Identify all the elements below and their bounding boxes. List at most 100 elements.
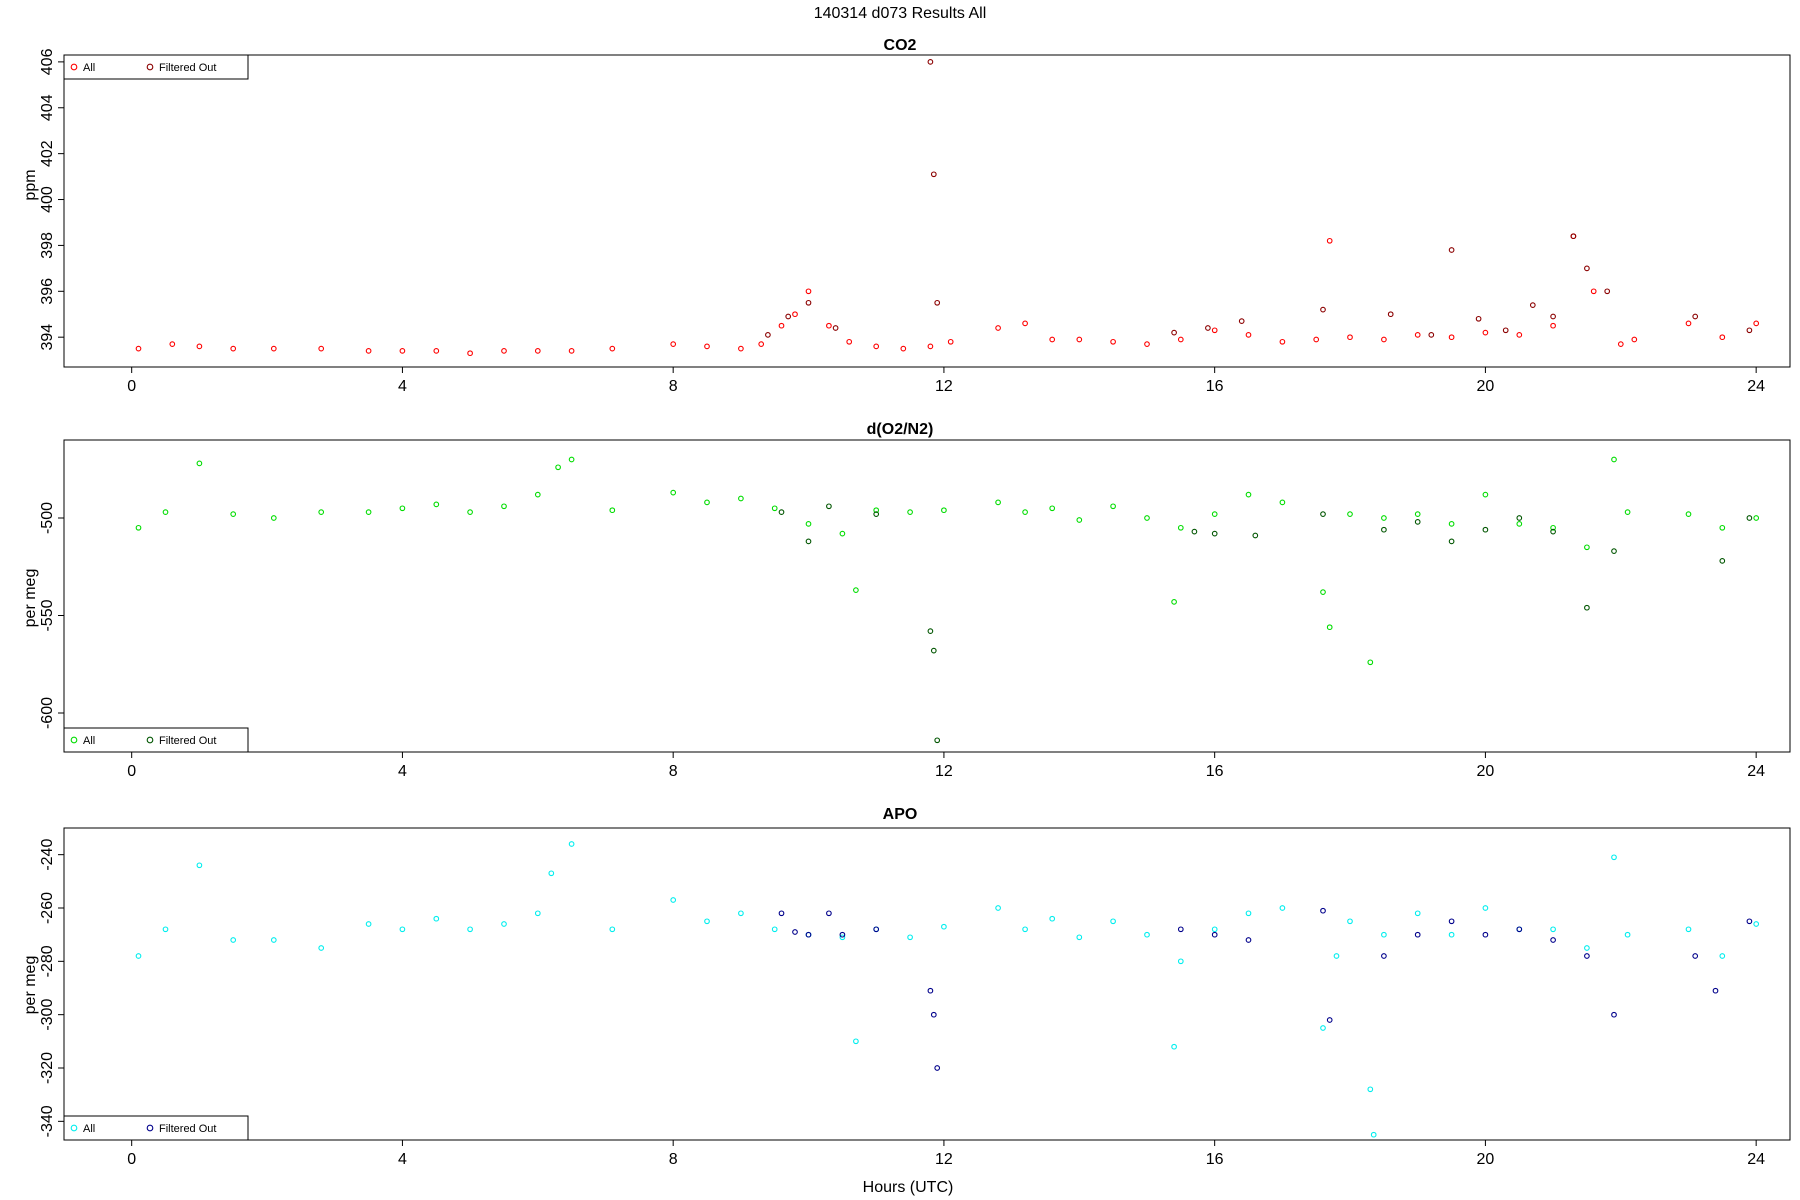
apo-legend-box xyxy=(63,1115,249,1141)
o2n2-point-filtered xyxy=(1211,530,1218,537)
co2-plot-frame xyxy=(63,54,1791,368)
apo-point-all xyxy=(1370,1131,1377,1138)
co2-x-tick-label: 8 xyxy=(669,378,678,395)
co2-point-all xyxy=(738,345,744,352)
o2n2-point-all xyxy=(1414,511,1421,517)
apo-point-all xyxy=(318,945,325,951)
apo-point-filtered xyxy=(1245,937,1252,943)
co2-point-all xyxy=(873,343,880,350)
apo-x-tick-label: 16 xyxy=(1206,1151,1224,1168)
apo-point-all xyxy=(1685,926,1692,933)
apo-point-all xyxy=(1333,953,1340,959)
co2-point-filtered xyxy=(1502,327,1509,334)
o2n2-point-filtered xyxy=(1516,515,1523,521)
o2n2-point-all xyxy=(1177,524,1184,531)
o2n2-x-tick-label: 4 xyxy=(398,763,407,780)
o2n2-point-all xyxy=(609,507,616,514)
apo-point-all xyxy=(670,897,677,903)
apo-x-axis: 0 4 8 12 16 20 24 xyxy=(127,1140,1765,1168)
co2-point-all xyxy=(1631,336,1638,343)
co2-point-filtered xyxy=(1428,332,1435,338)
o2n2-point-all xyxy=(230,511,237,517)
o2n2-point-filtered xyxy=(1550,528,1556,535)
apo-point-all xyxy=(1367,1086,1374,1093)
o2n2-legend-marker-all xyxy=(70,736,78,744)
o2n2-x-axis: 0 4 8 12 16 20 24 xyxy=(127,752,1765,780)
co2-point-all xyxy=(1685,320,1692,327)
o2n2-plot-frame xyxy=(63,439,1791,753)
o2n2-point-all xyxy=(270,515,277,521)
o2n2-point-filtered xyxy=(1719,558,1726,564)
o2n2-x-tick-label: 0 xyxy=(127,763,136,780)
co2-data-points xyxy=(135,59,1760,357)
o2n2-point-all xyxy=(1550,524,1556,531)
o2n2-point-all xyxy=(1516,521,1523,527)
o2n2-point-all xyxy=(1624,509,1631,515)
o2n2-point-all xyxy=(805,521,812,527)
apo-point-all xyxy=(365,921,372,927)
o2n2-point-all xyxy=(467,509,473,515)
co2-point-all xyxy=(433,348,440,354)
o2n2-point-all xyxy=(873,507,880,514)
co2-panel-title: CO2 xyxy=(884,37,917,54)
co2-point-all xyxy=(1381,336,1387,343)
apo-point-filtered xyxy=(1611,1011,1617,1018)
apo-point-all xyxy=(1624,931,1631,938)
apo-point-all xyxy=(534,910,541,917)
o2n2-point-filtered xyxy=(927,628,934,634)
co2-point-filtered xyxy=(1529,302,1536,308)
co2-point-filtered xyxy=(1746,327,1753,334)
apo-point-all xyxy=(1414,910,1421,917)
co2-y-tick-label: 394 xyxy=(39,324,56,351)
apo-point-all xyxy=(1719,953,1726,959)
o2n2-point-filtered xyxy=(1320,511,1326,517)
o2n2-x-tick-label: 8 xyxy=(669,763,678,780)
co2-point-all xyxy=(1448,334,1455,341)
apo-point-all xyxy=(1482,905,1489,911)
co2-point-all xyxy=(196,343,203,350)
o2n2-y-axis: -500 -550 -600 xyxy=(39,502,64,729)
co2-point-all xyxy=(467,350,473,357)
co2-point-filtered xyxy=(1171,329,1177,336)
co2-y-tick-label: 400 xyxy=(39,186,56,213)
co2-point-filtered xyxy=(1584,265,1590,272)
apo-point-all xyxy=(1279,905,1286,911)
o2n2-point-all xyxy=(1685,511,1692,517)
apo-point-all xyxy=(1245,910,1252,917)
o2n2-point-all xyxy=(1076,517,1083,523)
co2-point-all xyxy=(846,338,853,345)
apo-legend-label-all: All xyxy=(83,1123,95,1135)
o2n2-point-all xyxy=(704,499,710,506)
o2n2-point-all xyxy=(1110,503,1116,510)
o2n2-point-all xyxy=(1611,456,1617,463)
apo-point-filtered xyxy=(1482,931,1489,938)
o2n2-point-all xyxy=(853,587,859,593)
apo-point-all xyxy=(548,870,555,877)
co2-point-all xyxy=(1414,332,1421,338)
apo-point-all xyxy=(1448,931,1455,938)
apo-point-filtered xyxy=(826,910,832,917)
co2-x-tick-label: 24 xyxy=(1747,378,1765,395)
co2-point-all xyxy=(1144,341,1150,347)
co2-point-all xyxy=(568,348,575,354)
apo-point-filtered xyxy=(839,931,846,938)
apo-y-tick-label: -300 xyxy=(39,999,56,1031)
apo-panel-title: APO xyxy=(883,806,918,823)
o2n2-point-all xyxy=(534,491,541,498)
co2-x-tick-label: 0 xyxy=(127,378,136,395)
o2n2-point-filtered xyxy=(934,737,941,744)
apo-point-all xyxy=(1211,926,1218,933)
co2-point-all xyxy=(704,343,710,350)
co2-point-all xyxy=(900,345,907,352)
o2n2-point-all xyxy=(907,509,913,515)
co2-x-tick-label: 4 xyxy=(398,378,407,395)
co2-point-filtered xyxy=(832,325,839,331)
apo-point-filtered xyxy=(1746,918,1753,925)
co2-y-axis: 394 396 398 400 402 404 406 xyxy=(39,48,64,351)
apo-legend-label-filtered: Filtered Out xyxy=(159,1123,216,1135)
o2n2-point-all xyxy=(433,501,440,508)
co2-point-all xyxy=(792,311,798,318)
apo-point-all xyxy=(771,926,778,933)
apo-plot-frame xyxy=(63,827,1791,1141)
o2n2-point-filtered xyxy=(873,511,880,517)
